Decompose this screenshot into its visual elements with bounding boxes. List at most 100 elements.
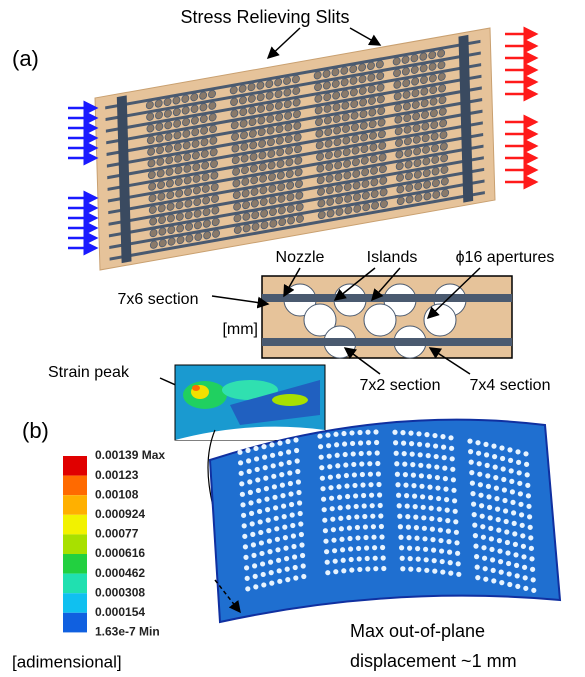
hole <box>357 430 362 435</box>
hole <box>344 483 349 488</box>
hole <box>395 482 400 487</box>
hole <box>247 469 252 474</box>
hole <box>414 525 419 530</box>
hole <box>395 472 400 477</box>
hole <box>326 443 331 448</box>
hole <box>416 567 421 572</box>
hole <box>437 517 442 522</box>
hole <box>491 578 496 583</box>
hole <box>417 442 422 447</box>
label: 7x4 section <box>470 377 551 394</box>
hole <box>454 540 459 545</box>
hole <box>256 498 261 503</box>
hole <box>415 546 420 551</box>
hole <box>293 565 298 570</box>
hole <box>283 535 288 540</box>
hole <box>349 430 354 435</box>
hole <box>414 536 419 541</box>
hole <box>483 442 488 447</box>
hole <box>346 504 351 509</box>
legend-label: 0.000616 <box>95 546 145 560</box>
hole <box>269 442 274 447</box>
hole <box>455 551 460 556</box>
hole <box>505 550 510 555</box>
pointer <box>268 28 300 58</box>
hole <box>368 482 373 487</box>
hole <box>485 463 490 468</box>
hole <box>520 523 525 528</box>
hole <box>423 547 428 552</box>
hole <box>360 472 365 477</box>
hole <box>352 483 357 488</box>
hole <box>500 456 505 461</box>
hole <box>481 535 486 540</box>
hole <box>279 462 284 467</box>
hole <box>367 461 372 466</box>
panel-label: (b) <box>22 418 49 443</box>
hole <box>440 559 445 564</box>
hole <box>268 560 273 565</box>
hole <box>258 519 263 524</box>
hole <box>397 514 402 519</box>
hole <box>255 467 260 472</box>
hole <box>357 556 362 561</box>
hole <box>336 484 341 489</box>
hole <box>477 461 482 466</box>
hole <box>337 495 342 500</box>
hole <box>279 472 284 477</box>
hole <box>245 576 250 581</box>
hole <box>371 524 376 529</box>
caption: Max out-of-plane <box>350 621 485 641</box>
label: Strain peak <box>48 364 130 381</box>
hole <box>290 512 295 517</box>
legend-label: 0.00123 <box>95 468 139 482</box>
hole <box>280 483 285 488</box>
hole <box>341 558 346 563</box>
hole <box>442 466 447 471</box>
hole <box>333 569 338 574</box>
hole <box>393 440 398 445</box>
hole <box>288 481 293 486</box>
hole <box>380 545 385 550</box>
hole <box>475 575 480 580</box>
hole <box>513 542 518 547</box>
hole <box>363 535 368 540</box>
hole <box>475 565 480 570</box>
hole <box>328 475 333 480</box>
figure: (a) Stress Relieving Slits Nozzle Island… <box>0 0 585 677</box>
hole <box>335 463 340 468</box>
hole <box>252 563 257 568</box>
hole <box>497 538 502 543</box>
hole <box>427 474 432 479</box>
displacement-plot <box>210 420 560 622</box>
hole <box>333 432 338 437</box>
hole <box>394 461 399 466</box>
hole <box>346 515 351 520</box>
hole <box>343 452 348 457</box>
hole <box>397 503 402 508</box>
hole <box>448 560 453 565</box>
hole <box>259 551 264 556</box>
hole <box>260 561 265 566</box>
hole <box>506 561 511 566</box>
hole <box>418 463 423 468</box>
hole <box>277 441 282 446</box>
hole <box>319 455 324 460</box>
hole <box>361 493 366 498</box>
hole <box>496 528 501 533</box>
hole <box>516 460 521 465</box>
legend-swatch <box>63 515 87 535</box>
hole <box>451 488 456 493</box>
hole <box>499 445 504 450</box>
legend-label: 1.63e-7 Min <box>95 625 160 639</box>
hole <box>330 506 335 511</box>
hole <box>529 546 534 551</box>
hole <box>295 469 300 474</box>
hole <box>392 430 397 435</box>
hole <box>449 446 454 451</box>
hole <box>431 547 436 552</box>
hole <box>273 505 278 510</box>
hole <box>456 572 461 577</box>
hole <box>507 571 512 576</box>
hole <box>371 535 376 540</box>
